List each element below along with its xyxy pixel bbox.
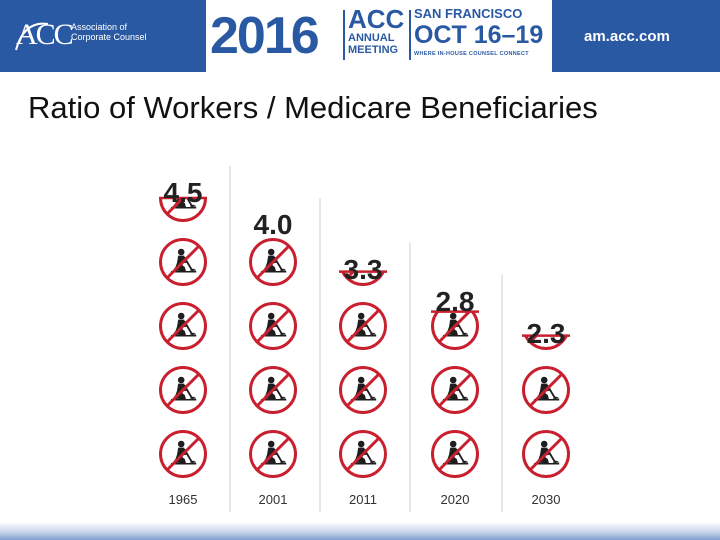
worker-icon (159, 302, 207, 350)
slide-title: Ratio of Workers / Medicare Beneficiarie… (28, 90, 598, 125)
worker-icon (249, 238, 297, 286)
org-name: Association of Corporate Counsel (71, 22, 161, 42)
worker-icon (339, 366, 387, 414)
meeting-acc: ACC (348, 4, 405, 34)
prohibition-slash (437, 311, 472, 344)
prohibition-slash (255, 308, 291, 344)
meeting-meeting: MEETING (348, 44, 399, 56)
worker-icon (339, 302, 387, 350)
column-2011: 3.3 2011 (339, 242, 411, 512)
year-label: 1965 (169, 492, 198, 507)
column-2020: 2.8 2020 (431, 274, 503, 512)
org-name-line1: Association of (71, 22, 128, 32)
column-2030: 2.3 2030 (522, 318, 570, 507)
value-label: 4.5 (164, 177, 203, 208)
column-1965: 4.5 1965 (159, 166, 231, 512)
value-label: 2.3 (527, 318, 566, 349)
prohibition-slash (345, 436, 381, 472)
worker-icon (249, 366, 297, 414)
acc-logo[interactable]: ACC Association of Corporate Counsel (15, 16, 156, 56)
prohibition-slash (345, 372, 381, 408)
value-label: 3.3 (344, 254, 383, 285)
header-banner: ACC Association of Corporate Counsel 201… (0, 0, 720, 72)
footer-bar (0, 522, 720, 540)
prohibition-slash (165, 198, 186, 216)
prohibition-slash (437, 372, 473, 408)
divider (409, 10, 411, 60)
worker-icon (249, 302, 297, 350)
prohibition-slash (165, 372, 201, 408)
worker-icon (339, 430, 387, 478)
worker-icon (431, 366, 479, 414)
worker-icon (159, 238, 207, 286)
year-label: 2030 (532, 492, 561, 507)
meeting-year: 2016 (210, 7, 320, 65)
worker-icon (159, 430, 207, 478)
worker-icon (431, 430, 479, 478)
meeting-annual: ANNUAL (348, 32, 395, 44)
value-label: 4.0 (254, 209, 293, 240)
org-name-line2: Corporate Counsel (71, 32, 147, 42)
partial-worker-icon (431, 311, 479, 350)
prohibition-slash (255, 372, 291, 408)
meeting-dates: OCT 16–19 (414, 21, 544, 49)
acc-logo-mark: ACC (16, 18, 74, 51)
worker-icon-ring (159, 198, 207, 222)
worker-icon-ring (341, 271, 385, 286)
prohibition-slash (345, 308, 381, 344)
swoosh-icon (15, 22, 49, 51)
year-label: 2011 (349, 492, 377, 507)
worker-icon (249, 430, 297, 478)
worker-icon-ring (524, 335, 568, 350)
divider (343, 10, 345, 60)
prohibition-slash (437, 436, 473, 472)
prohibition-slash (165, 436, 201, 472)
meeting-city: SAN FRANCISCO (414, 6, 523, 21)
annual-meeting-logo: 2016 ACC ANNUAL MEETING SAN FRANCISCO OC… (206, 0, 552, 72)
prohibition-slash (528, 372, 564, 408)
worker-icon (522, 366, 570, 414)
worker-icon (159, 366, 207, 414)
worker-icon (522, 430, 570, 478)
meeting-tagline: WHERE IN-HOUSE COUNSEL CONNECT (414, 51, 529, 57)
site-link[interactable]: am.acc.com (584, 28, 670, 45)
value-label: 2.8 (436, 286, 475, 317)
year-label: 2020 (441, 492, 470, 507)
partial-worker-icon (159, 198, 207, 222)
meeting-label: ANNUAL MEETING (348, 32, 398, 56)
prohibition-slash (255, 436, 291, 472)
prohibition-slash (165, 244, 201, 280)
year-label: 2001 (259, 492, 288, 507)
column-2001: 4.0 2001 (249, 198, 321, 512)
prohibition-slash (255, 244, 291, 280)
prohibition-slash (528, 436, 564, 472)
prohibition-slash (165, 308, 201, 344)
